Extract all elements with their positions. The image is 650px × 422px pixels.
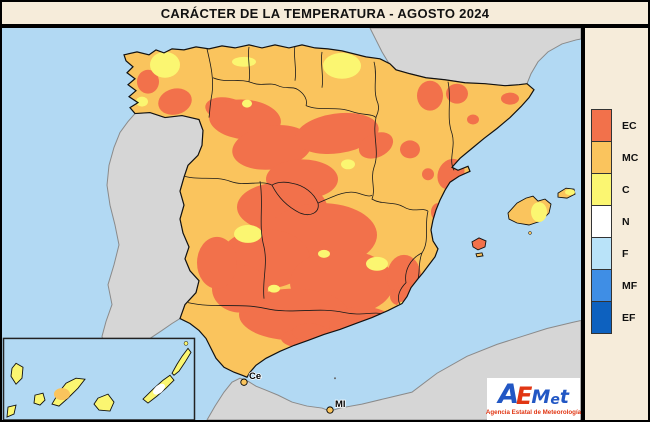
legend-label: MC xyxy=(622,151,639,164)
legend-swatch-n xyxy=(591,205,612,238)
aemet-logo: A E M e t Agencia Estatal de Meteorologí… xyxy=(485,378,582,420)
aemet-logo-word: A E M e t xyxy=(498,378,569,408)
legend-label: MF xyxy=(622,279,638,292)
logo-letter: M xyxy=(531,386,551,408)
legend-label: N xyxy=(622,215,630,228)
ibiza-island xyxy=(471,237,487,251)
legend-swatch-mc xyxy=(591,141,612,174)
legend-swatch-ef xyxy=(591,301,612,334)
legend-label: EF xyxy=(622,311,636,324)
el-hierro-island xyxy=(6,404,17,418)
cabrera-island xyxy=(528,231,532,235)
canary-islands xyxy=(6,341,192,418)
aemet-tagline: Agencia Estatal de Meteorología xyxy=(485,409,582,416)
legend-panel: EC MC C N F xyxy=(581,28,648,420)
legend-item: EC xyxy=(591,109,638,142)
gran-canaria-island xyxy=(93,393,115,412)
ceuta-label: Ce xyxy=(249,371,261,382)
ceuta-marker: Ce xyxy=(240,370,262,386)
legend-item: N xyxy=(591,205,638,238)
formentera-island xyxy=(475,252,484,258)
logo-letter: t xyxy=(559,386,569,408)
canary-inset xyxy=(2,337,196,420)
legend-item: F xyxy=(591,237,638,270)
legend-label: F xyxy=(622,247,629,260)
mallorca-c-patch xyxy=(531,202,547,223)
melilla-marker: Ml xyxy=(326,398,346,414)
menorca-c-patch xyxy=(565,189,575,196)
legend: EC MC C N F xyxy=(591,109,638,334)
map-frame: Ce Ml EC MC C xyxy=(0,26,650,422)
fuerteventura-n-patch xyxy=(153,383,165,395)
legend-swatch-mf xyxy=(591,269,612,302)
lanzarote-island xyxy=(171,347,192,376)
page-title: CARÁCTER DE LA TEMPERATURA - AGOSTO 2024 xyxy=(160,5,490,21)
logo-letter: A xyxy=(498,379,519,410)
alboran-islet xyxy=(334,377,336,380)
legend-swatch-f xyxy=(591,237,612,270)
la-palma-island xyxy=(10,362,24,385)
legend-swatch-ec xyxy=(591,109,612,142)
legend-item: MC xyxy=(591,141,638,174)
melilla-label: Ml xyxy=(335,399,346,410)
spain-map-canvas: Ce Ml xyxy=(2,28,581,420)
balearic-islands xyxy=(471,187,576,258)
tenerife-mc-patch xyxy=(54,388,70,401)
region-borders xyxy=(180,45,455,316)
legend-label: EC xyxy=(622,119,637,132)
legend-item: MF xyxy=(591,269,638,302)
title-bar: CARÁCTER DE LA TEMPERATURA - AGOSTO 2024 xyxy=(0,0,650,26)
legend-item: EF xyxy=(591,301,638,334)
logo-letter: e xyxy=(550,392,560,408)
logo-letter: E xyxy=(515,382,533,410)
legend-swatch-c xyxy=(591,173,612,206)
la-graciosa-island xyxy=(183,341,189,346)
legend-label: C xyxy=(622,183,630,196)
la-gomera-island xyxy=(33,392,46,406)
legend-item: C xyxy=(591,173,638,206)
canary-inset-box xyxy=(2,337,196,420)
